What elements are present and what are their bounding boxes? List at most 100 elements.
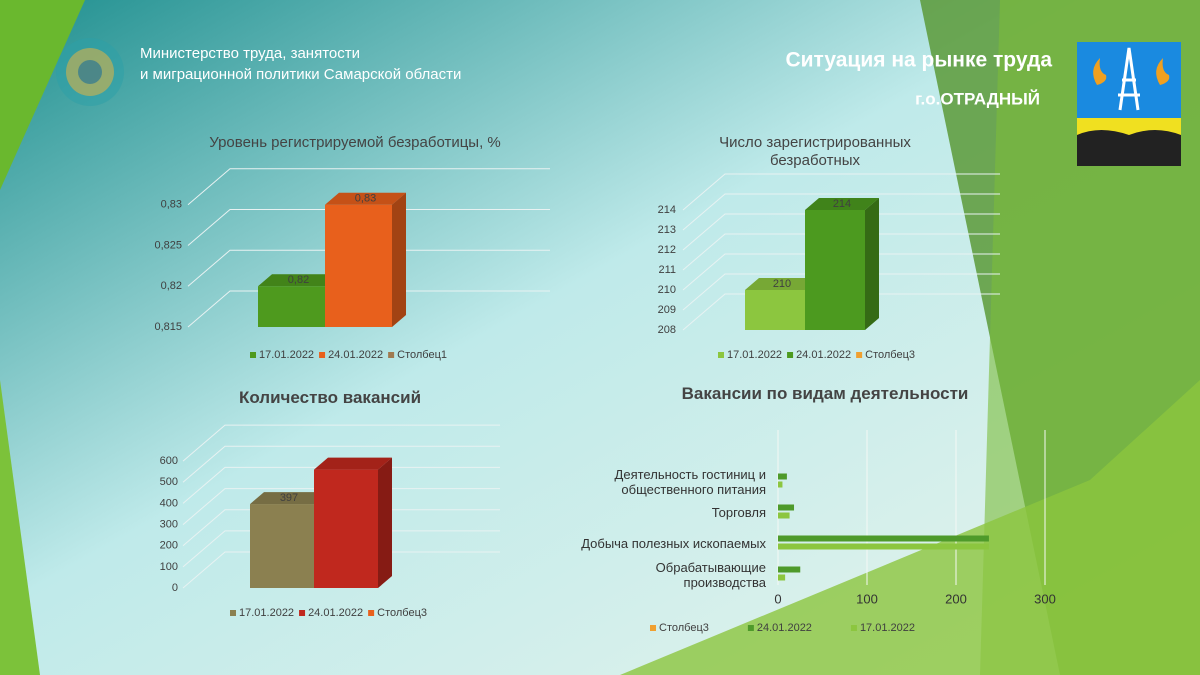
x-tick-label: 0 xyxy=(774,591,781,606)
decor xyxy=(620,380,1200,675)
chart-title: Уровень регистрируемой безработицы, % xyxy=(209,134,501,151)
bar xyxy=(805,210,865,330)
legend-label: Столбец3 xyxy=(377,607,427,619)
bar-top-shade xyxy=(805,198,879,210)
bar xyxy=(778,504,795,511)
grid-line xyxy=(182,424,500,462)
legend-swatch xyxy=(747,625,754,631)
bar-side xyxy=(392,192,406,327)
y-tick-label: 212 xyxy=(658,244,676,256)
grid-line xyxy=(187,209,550,246)
decor xyxy=(0,380,40,675)
logo xyxy=(56,38,124,106)
x-tick-label: 200 xyxy=(945,591,967,606)
legend-label: 24.01.2022 xyxy=(757,622,812,634)
legend-swatch xyxy=(299,610,306,616)
bar-top xyxy=(325,192,406,205)
grid-line xyxy=(182,509,500,547)
legend-swatch xyxy=(319,352,326,358)
bar-top-shade xyxy=(258,274,339,287)
grid-line xyxy=(182,445,500,483)
y-tick-label: 300 xyxy=(160,518,178,530)
slide-title: Ситуация на рынке труда xyxy=(785,49,1052,72)
bar-side-shade xyxy=(378,457,392,588)
bar xyxy=(778,543,989,550)
bar xyxy=(778,473,787,480)
grid-line xyxy=(682,193,1000,231)
grid-line xyxy=(187,290,550,328)
legend-swatch xyxy=(856,352,863,358)
grid-line xyxy=(182,488,500,525)
bar-top xyxy=(250,492,328,505)
y-tick-label: 211 xyxy=(658,264,676,276)
legend-label: 24.01.2022 xyxy=(308,607,363,619)
y-tick-label: 0,83 xyxy=(161,199,182,211)
bar xyxy=(250,504,314,588)
grid-line xyxy=(682,233,1000,271)
y-tick-label: 0,825 xyxy=(154,239,182,251)
legend-label: 24.01.2022 xyxy=(796,349,851,361)
bar xyxy=(745,290,805,330)
grid-line xyxy=(682,273,1000,311)
legend-swatch xyxy=(850,625,857,631)
legend-swatch xyxy=(250,352,256,358)
legend-label: Столбец1 xyxy=(397,349,447,361)
y-tick-label: 213 xyxy=(658,224,676,236)
bar-top-shade xyxy=(745,278,819,290)
y-tick-label: 500 xyxy=(160,476,178,488)
bar-side xyxy=(865,198,879,330)
bar-side xyxy=(378,457,392,588)
legend-label: 17.01.2022 xyxy=(860,622,915,634)
grid-line xyxy=(682,213,1000,251)
grid-line xyxy=(182,530,500,568)
decor xyxy=(0,0,85,190)
chart-title: Вакансии по видам деятельности xyxy=(681,384,969,403)
chart-title: Число зарегистрированных безработных xyxy=(719,134,911,169)
bar-side-shade xyxy=(865,198,879,330)
bar-top xyxy=(258,274,339,287)
y-tick-label: 0,815 xyxy=(154,321,182,333)
legend-swatch xyxy=(718,352,724,358)
legend-swatch xyxy=(787,352,794,358)
y-tick-label: 100 xyxy=(160,561,178,573)
y-tick-label: 200 xyxy=(160,540,178,552)
bar xyxy=(258,286,325,327)
data-label: 397 xyxy=(280,492,298,504)
legend-label: 17.01.2022 xyxy=(239,607,294,619)
y-tick-label: Добыча полезных ископаемых xyxy=(581,536,766,551)
legend-label: Столбец3 xyxy=(659,622,709,634)
grid-line xyxy=(682,253,1000,291)
grid-line xyxy=(182,466,500,504)
y-tick-label: 210 xyxy=(658,284,676,296)
legend-label: 24.01.2022 xyxy=(328,349,383,361)
bar xyxy=(325,204,392,327)
coat-of-arms xyxy=(1077,42,1181,166)
y-tick-label: 208 xyxy=(658,324,676,336)
y-tick-label: 209 xyxy=(658,304,676,316)
legend-swatch xyxy=(230,610,236,616)
y-tick-label: 214 xyxy=(658,204,676,216)
legend-label: 17.01.2022 xyxy=(727,349,782,361)
legend-swatch xyxy=(368,610,375,616)
y-tick-label: Обрабатывающие производства xyxy=(655,559,766,590)
chart-title: Количество вакансий xyxy=(238,388,422,407)
bar xyxy=(314,469,378,588)
bar-top-shade xyxy=(325,192,406,205)
legend-label: 17.01.2022 xyxy=(259,349,314,361)
data-label: 214 xyxy=(833,198,851,210)
org-name: Министерство труда, занятости xyxy=(140,45,360,62)
bar xyxy=(778,574,786,581)
y-tick-label: 0,82 xyxy=(161,280,182,292)
bar-top xyxy=(805,198,879,210)
grid-line xyxy=(187,249,550,287)
bar-top xyxy=(314,457,392,470)
bar xyxy=(778,535,989,542)
data-label: 0,83 xyxy=(355,193,376,205)
legend-swatch xyxy=(388,352,395,358)
grid-line xyxy=(682,173,1000,211)
slide-subtitle: г.о.ОТРАДНЫЙ xyxy=(915,89,1040,108)
y-tick-label: 0 xyxy=(172,582,178,594)
bar xyxy=(778,481,783,488)
